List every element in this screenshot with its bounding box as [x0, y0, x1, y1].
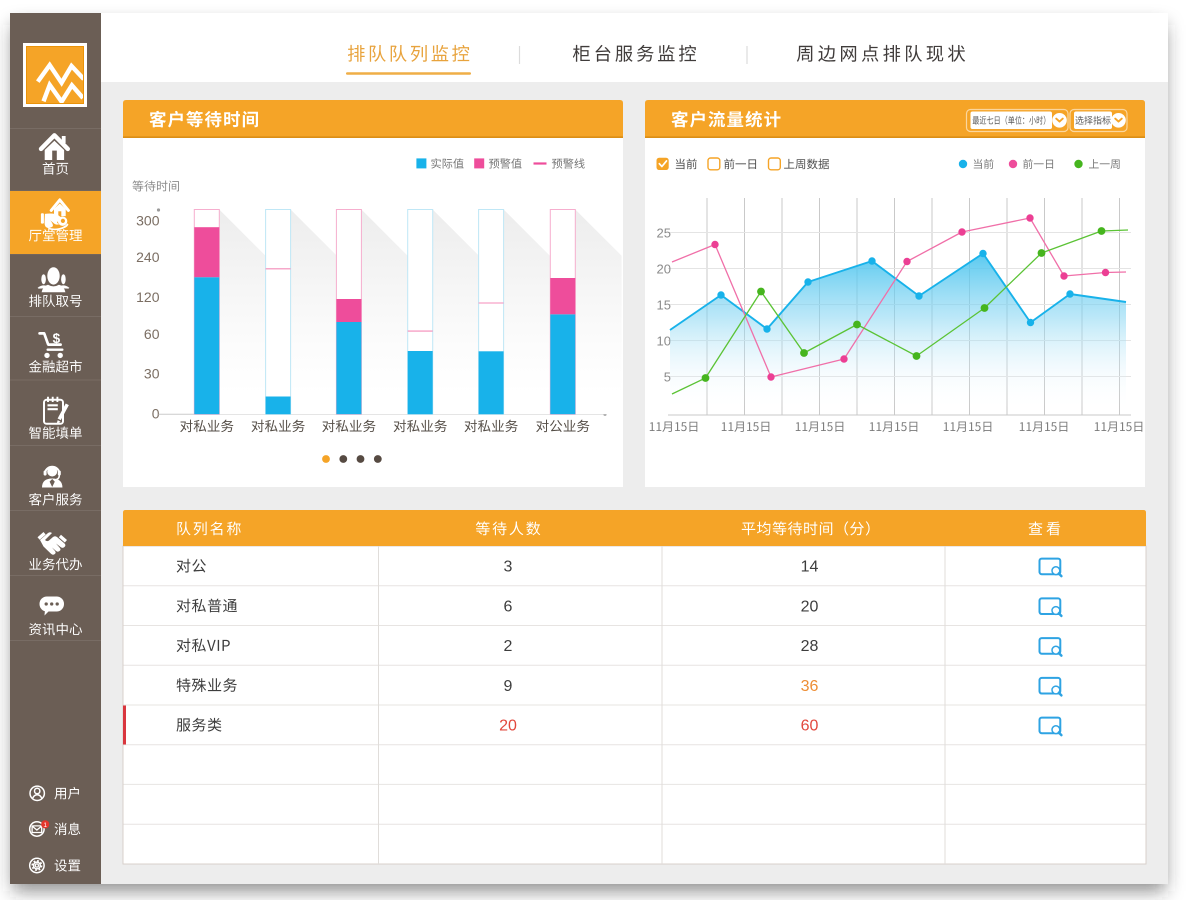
svg-text:9: 9 [504, 678, 513, 695]
svg-text:20: 20 [657, 262, 671, 277]
svg-text:2: 2 [504, 638, 513, 655]
svg-text:5: 5 [664, 370, 671, 385]
svg-text:1: 1 [43, 822, 47, 829]
svg-text:60: 60 [801, 718, 819, 735]
svg-text:3: 3 [504, 559, 513, 576]
svg-text:10: 10 [657, 334, 671, 349]
svg-text:300: 300 [136, 212, 160, 228]
svg-text:0: 0 [152, 405, 160, 421]
svg-text:120: 120 [136, 289, 160, 305]
svg-text:20: 20 [801, 598, 819, 615]
svg-text:240: 240 [136, 249, 160, 265]
svg-text:6: 6 [504, 598, 513, 615]
svg-text:15: 15 [657, 298, 671, 313]
svg-text:14: 14 [801, 559, 819, 576]
svg-text:60: 60 [144, 326, 160, 342]
svg-text:20: 20 [499, 718, 517, 735]
svg-text:30: 30 [144, 365, 160, 381]
svg-text:$: $ [53, 331, 61, 346]
svg-text:25: 25 [657, 226, 671, 241]
svg-text:28: 28 [801, 638, 819, 655]
svg-text:36: 36 [801, 678, 819, 695]
